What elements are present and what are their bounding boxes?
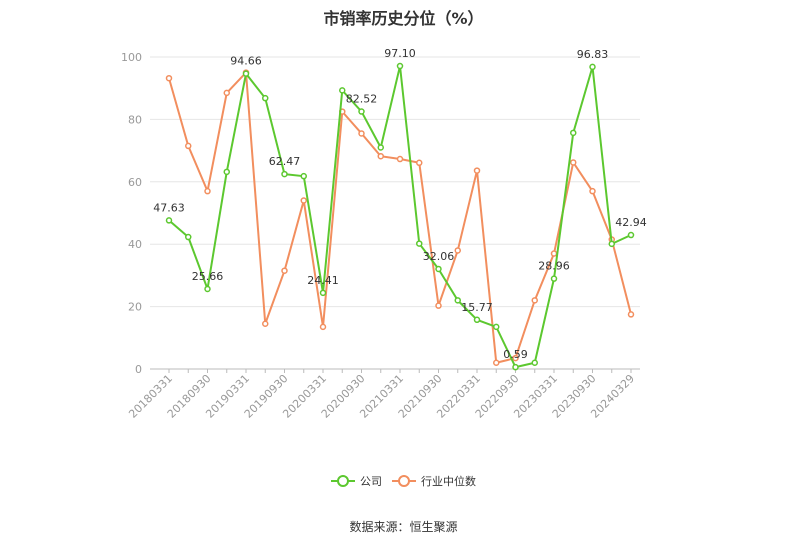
data-point[interactable] bbox=[339, 87, 346, 94]
data-label: 25.66 bbox=[192, 270, 224, 283]
data-point[interactable] bbox=[185, 233, 192, 241]
data-point[interactable] bbox=[396, 62, 404, 70]
data-point[interactable] bbox=[493, 323, 500, 331]
data-point[interactable] bbox=[300, 172, 307, 180]
data-point[interactable] bbox=[281, 170, 288, 178]
data-point[interactable] bbox=[204, 187, 211, 195]
data-label: 97.10 bbox=[384, 47, 416, 60]
data-label: 94.66 bbox=[230, 55, 262, 68]
data-point[interactable] bbox=[358, 108, 365, 115]
grid-lines bbox=[150, 56, 640, 370]
data-point[interactable] bbox=[165, 74, 173, 82]
data-point[interactable] bbox=[493, 359, 500, 367]
legend-label: 行业中位数 bbox=[421, 474, 476, 488]
data-point[interactable] bbox=[531, 297, 538, 304]
legend-label: 公司 bbox=[360, 475, 382, 488]
data-point[interactable] bbox=[377, 152, 384, 160]
data-label: 0.59 bbox=[503, 348, 528, 361]
data-point[interactable] bbox=[396, 155, 404, 163]
legend-item-1[interactable]: 行业中位数 bbox=[392, 474, 476, 488]
data-point[interactable] bbox=[589, 187, 596, 195]
data-point[interactable] bbox=[512, 363, 519, 371]
series-lines bbox=[165, 62, 635, 371]
legend-item-0[interactable]: 公司 bbox=[331, 475, 382, 488]
data-label: 62.47 bbox=[269, 155, 301, 168]
data-label: 32.06 bbox=[423, 250, 455, 263]
data-point[interactable] bbox=[512, 354, 519, 362]
data-point[interactable] bbox=[473, 316, 481, 324]
data-point[interactable] bbox=[165, 217, 173, 224]
data-point[interactable] bbox=[454, 247, 461, 254]
data-point[interactable] bbox=[185, 142, 192, 150]
data-point[interactable] bbox=[550, 275, 558, 282]
data-point[interactable] bbox=[416, 240, 423, 247]
y-tick-label: 0 bbox=[135, 363, 142, 376]
legend[interactable]: 公司 行业中位数 bbox=[331, 474, 476, 488]
data-label: 15.77 bbox=[461, 301, 493, 314]
y-tick-label: 80 bbox=[128, 113, 142, 126]
source-note: 数据来源：恒生聚源 bbox=[349, 520, 458, 534]
y-tick-label: 60 bbox=[128, 176, 142, 189]
data-point[interactable] bbox=[435, 302, 442, 309]
data-point[interactable] bbox=[223, 168, 230, 176]
data-point[interactable] bbox=[242, 70, 250, 77]
data-point[interactable] bbox=[531, 359, 538, 367]
data-point[interactable] bbox=[589, 63, 596, 71]
data-point[interactable] bbox=[204, 285, 211, 293]
data-point[interactable] bbox=[435, 265, 442, 273]
data-point[interactable] bbox=[300, 197, 307, 204]
y-tick-label: 40 bbox=[128, 238, 142, 251]
data-point[interactable] bbox=[319, 323, 327, 331]
data-point[interactable] bbox=[608, 240, 615, 248]
data-point[interactable] bbox=[262, 94, 269, 102]
data-point[interactable] bbox=[416, 159, 423, 167]
data-point[interactable] bbox=[627, 231, 635, 239]
data-point[interactable] bbox=[627, 311, 635, 318]
data-labels: 47.63 25.66 94.66 62.47 24.41 82.52 97.10 32.06… bbox=[153, 47, 647, 361]
data-point[interactable] bbox=[262, 320, 269, 328]
y-tick-label: 20 bbox=[128, 301, 142, 314]
data-point[interactable] bbox=[281, 267, 288, 274]
y-tick-label: 100 bbox=[121, 51, 142, 64]
legend-swatch-marker bbox=[398, 475, 410, 487]
data-point[interactable] bbox=[377, 144, 384, 151]
data-label: 42.94 bbox=[615, 216, 647, 229]
series-line-0 bbox=[168, 65, 632, 369]
data-label: 24.41 bbox=[307, 274, 339, 287]
data-point[interactable] bbox=[570, 129, 577, 137]
axes: 0204060801002018033120180930201903312019… bbox=[121, 51, 640, 421]
data-point[interactable] bbox=[223, 89, 230, 97]
data-label: 47.63 bbox=[153, 201, 185, 214]
chart-title: 市销率历史分位（%） bbox=[323, 9, 484, 28]
data-point[interactable] bbox=[358, 130, 365, 137]
data-label: 96.83 bbox=[577, 48, 609, 61]
legend-swatch-marker bbox=[337, 475, 349, 487]
data-point[interactable] bbox=[550, 250, 558, 257]
data-point[interactable] bbox=[570, 159, 577, 166]
data-label: 28.96 bbox=[538, 260, 570, 273]
data-label: 82.52 bbox=[346, 93, 378, 106]
data-point[interactable] bbox=[319, 289, 327, 297]
data-point[interactable] bbox=[454, 297, 461, 304]
data-point[interactable] bbox=[473, 167, 481, 174]
